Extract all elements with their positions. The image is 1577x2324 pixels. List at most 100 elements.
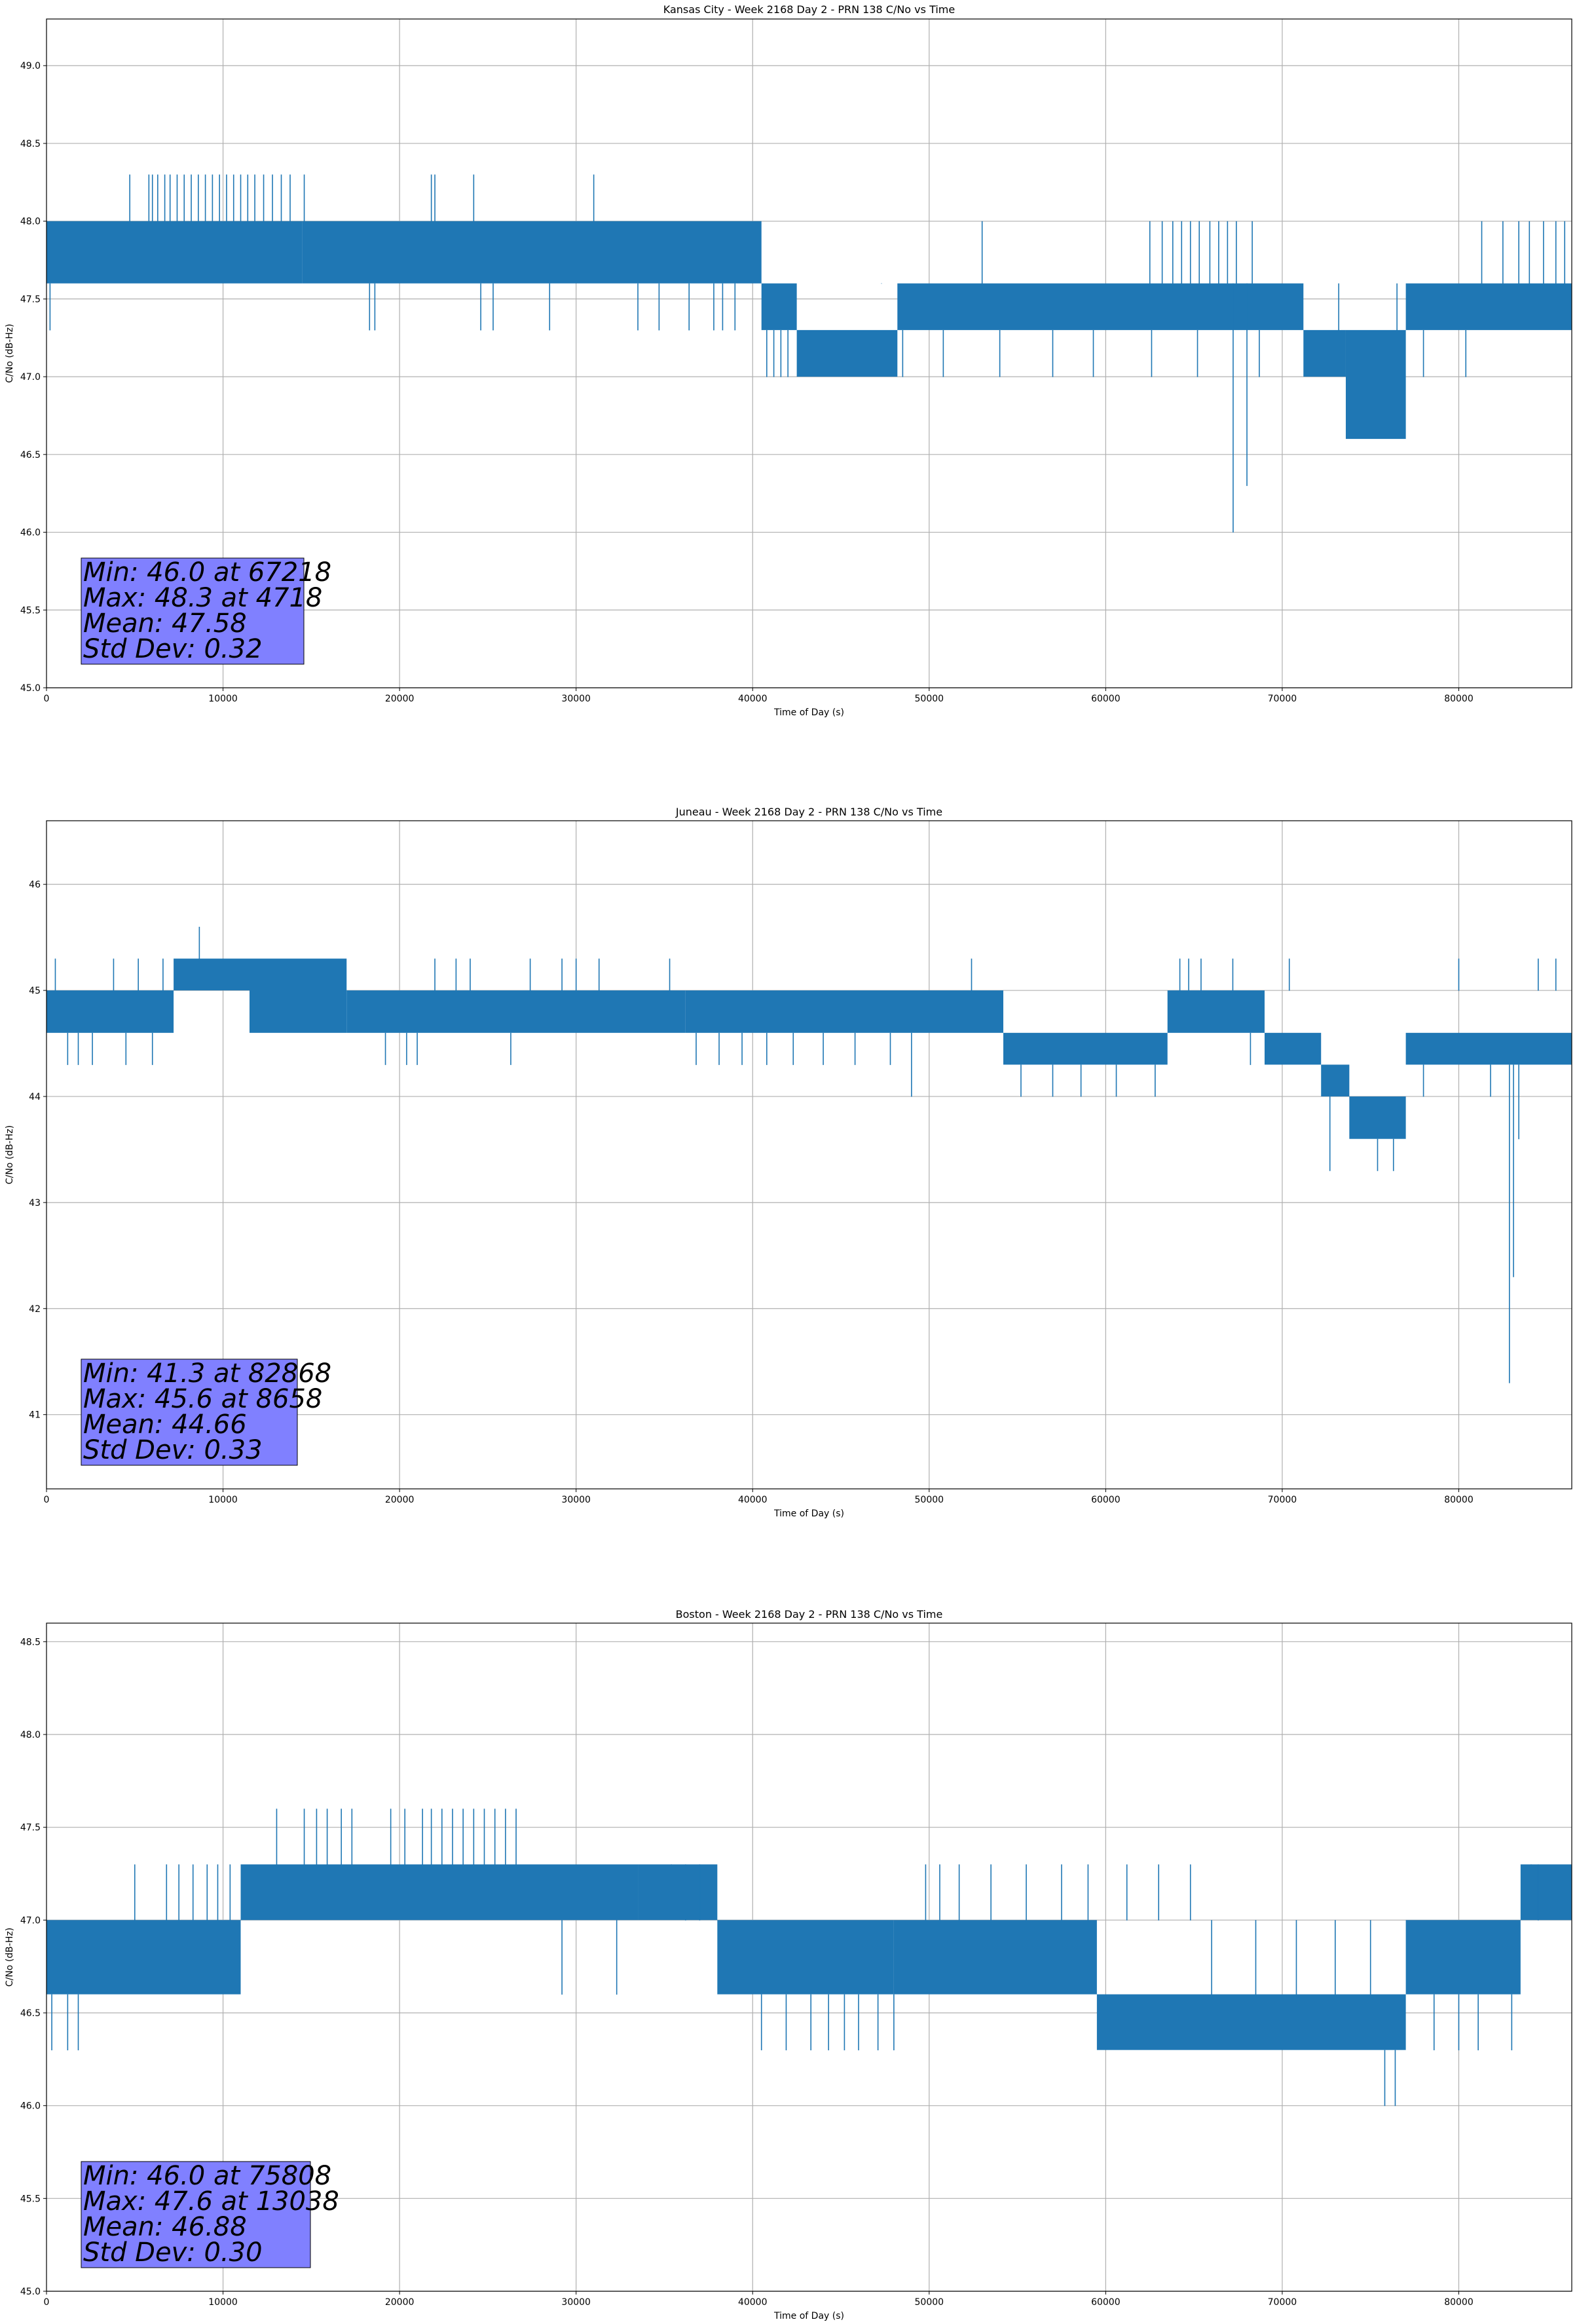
x-tick-label: 0 bbox=[44, 1495, 50, 1505]
chart-panel-3: Boston - Week 2168 Day 2 - PRN 138 C/No … bbox=[5, 1608, 1572, 2321]
y-tick-label: 42 bbox=[29, 1304, 41, 1315]
chart-title: Juneau - Week 2168 Day 2 - PRN 138 C/No … bbox=[675, 806, 942, 818]
stats-line: Mean: 46.88 bbox=[83, 2212, 247, 2242]
y-tick-label: 47.0 bbox=[20, 372, 41, 383]
y-axis-label: C/No (dB-Hz) bbox=[5, 324, 15, 383]
plot-frame bbox=[46, 1622, 1572, 2292]
x-tick-label: 10000 bbox=[208, 2297, 238, 2308]
stats-box-background bbox=[81, 1359, 298, 1466]
stats-line: Max: 47.6 at 13038 bbox=[83, 2186, 339, 2217]
y-tick-label: 47.5 bbox=[20, 1823, 41, 1833]
x-tick-label: 20000 bbox=[385, 2297, 415, 2308]
plot-frame bbox=[46, 820, 1572, 1490]
data-band bbox=[46, 221, 303, 284]
x-tick-label: 50000 bbox=[915, 2297, 944, 2308]
data-band bbox=[685, 990, 1004, 1033]
stats-line: Min: 46.0 at 67218 bbox=[83, 557, 331, 588]
stats-line: Std Dev: 0.32 bbox=[83, 634, 263, 664]
y-tick-label: 44 bbox=[29, 1092, 41, 1102]
y-tick-label: 46.0 bbox=[20, 528, 41, 538]
stats-line: Mean: 47.58 bbox=[83, 609, 247, 639]
data-band bbox=[1405, 1032, 1572, 1065]
y-tick-label: 45.0 bbox=[20, 2287, 41, 2297]
x-tick-label: 50000 bbox=[915, 694, 944, 704]
plot-frame bbox=[46, 18, 1572, 688]
data-band bbox=[1003, 1032, 1168, 1065]
data-band bbox=[249, 958, 347, 1033]
x-tick-label: 50000 bbox=[915, 1495, 944, 1505]
y-tick-label: 47.0 bbox=[20, 1915, 41, 1926]
data-band bbox=[761, 283, 797, 330]
data-band bbox=[1167, 990, 1265, 1033]
data-band bbox=[1405, 1920, 1521, 1995]
x-tick-label: 0 bbox=[44, 2297, 50, 2308]
data-band bbox=[240, 1864, 639, 1921]
data-band bbox=[893, 1920, 1097, 1995]
data-band bbox=[717, 1920, 894, 1995]
data-band bbox=[1349, 1096, 1406, 1139]
data-band bbox=[46, 990, 174, 1033]
data-band bbox=[638, 1864, 718, 1921]
data-band bbox=[1520, 1864, 1572, 1921]
stats-line: Max: 45.6 at 8658 bbox=[83, 1384, 322, 1414]
x-tick-label: 70000 bbox=[1268, 2297, 1297, 2308]
data-band bbox=[1321, 1064, 1350, 1096]
x-tick-label: 60000 bbox=[1091, 1495, 1121, 1505]
y-tick-label: 46.0 bbox=[20, 2101, 41, 2112]
grid bbox=[46, 821, 1572, 1489]
x-tick-label: 30000 bbox=[561, 2297, 591, 2308]
x-tick-label: 70000 bbox=[1268, 1495, 1297, 1505]
x-tick-label: 40000 bbox=[738, 1495, 768, 1505]
y-tick-label: 46.5 bbox=[20, 2008, 41, 2019]
data-band bbox=[302, 221, 762, 284]
data-band bbox=[46, 1920, 241, 1995]
y-tick-label: 48.0 bbox=[20, 1730, 41, 1740]
series-cno bbox=[46, 174, 1572, 533]
stats-line: Std Dev: 0.33 bbox=[83, 1435, 263, 1465]
x-tick-label: 40000 bbox=[738, 694, 768, 704]
y-tick-label: 45 bbox=[29, 986, 41, 996]
series-cno bbox=[46, 926, 1572, 1383]
x-tick-label: 40000 bbox=[738, 2297, 768, 2308]
data-band bbox=[174, 958, 250, 991]
y-tick-label: 41 bbox=[29, 1410, 41, 1421]
stats-line: Std Dev: 0.30 bbox=[83, 2238, 263, 2268]
data-band bbox=[796, 329, 898, 377]
stats-line: Min: 46.0 at 75808 bbox=[83, 2161, 331, 2191]
y-axis-label: C/No (dB-Hz) bbox=[5, 1928, 15, 1987]
stats-box-background bbox=[81, 2161, 311, 2268]
data-band bbox=[1096, 1994, 1406, 2050]
y-tick-label: 43 bbox=[29, 1198, 41, 1209]
x-tick-label: 70000 bbox=[1268, 694, 1297, 704]
y-tick-label: 48.0 bbox=[20, 217, 41, 227]
y-tick-label: 45.5 bbox=[20, 2194, 41, 2204]
stats-line: Mean: 44.66 bbox=[83, 1410, 247, 1440]
x-tick-label: 30000 bbox=[561, 694, 591, 704]
chart-panel-1: Kansas City - Week 2168 Day 2 - PRN 138 … bbox=[5, 3, 1572, 718]
stats-line: Min: 41.3 at 82868 bbox=[83, 1359, 331, 1389]
x-tick-label: 20000 bbox=[385, 694, 415, 704]
data-band bbox=[1405, 283, 1572, 330]
stats-box-background bbox=[81, 557, 305, 665]
y-tick-label: 46 bbox=[29, 880, 41, 890]
y-tick-label: 47.5 bbox=[20, 294, 41, 305]
y-tick-label: 45.0 bbox=[20, 683, 41, 694]
x-tick-label: 80000 bbox=[1444, 2297, 1474, 2308]
x-axis-label: Time of Day (s) bbox=[773, 707, 844, 718]
x-tick-label: 0 bbox=[44, 694, 50, 704]
data-band bbox=[1264, 1032, 1322, 1065]
data-band bbox=[346, 990, 686, 1033]
stats-line: Max: 48.3 at 4718 bbox=[83, 583, 322, 613]
x-tick-label: 20000 bbox=[385, 1495, 415, 1505]
chart-title: Boston - Week 2168 Day 2 - PRN 138 C/No … bbox=[676, 1608, 943, 1621]
x-axis-label: Time of Day (s) bbox=[773, 1509, 844, 1519]
y-tick-label: 46.5 bbox=[20, 450, 41, 460]
data-band bbox=[1345, 329, 1406, 440]
x-tick-label: 30000 bbox=[561, 1495, 591, 1505]
data-band bbox=[1303, 329, 1346, 377]
x-tick-label: 80000 bbox=[1444, 694, 1474, 704]
